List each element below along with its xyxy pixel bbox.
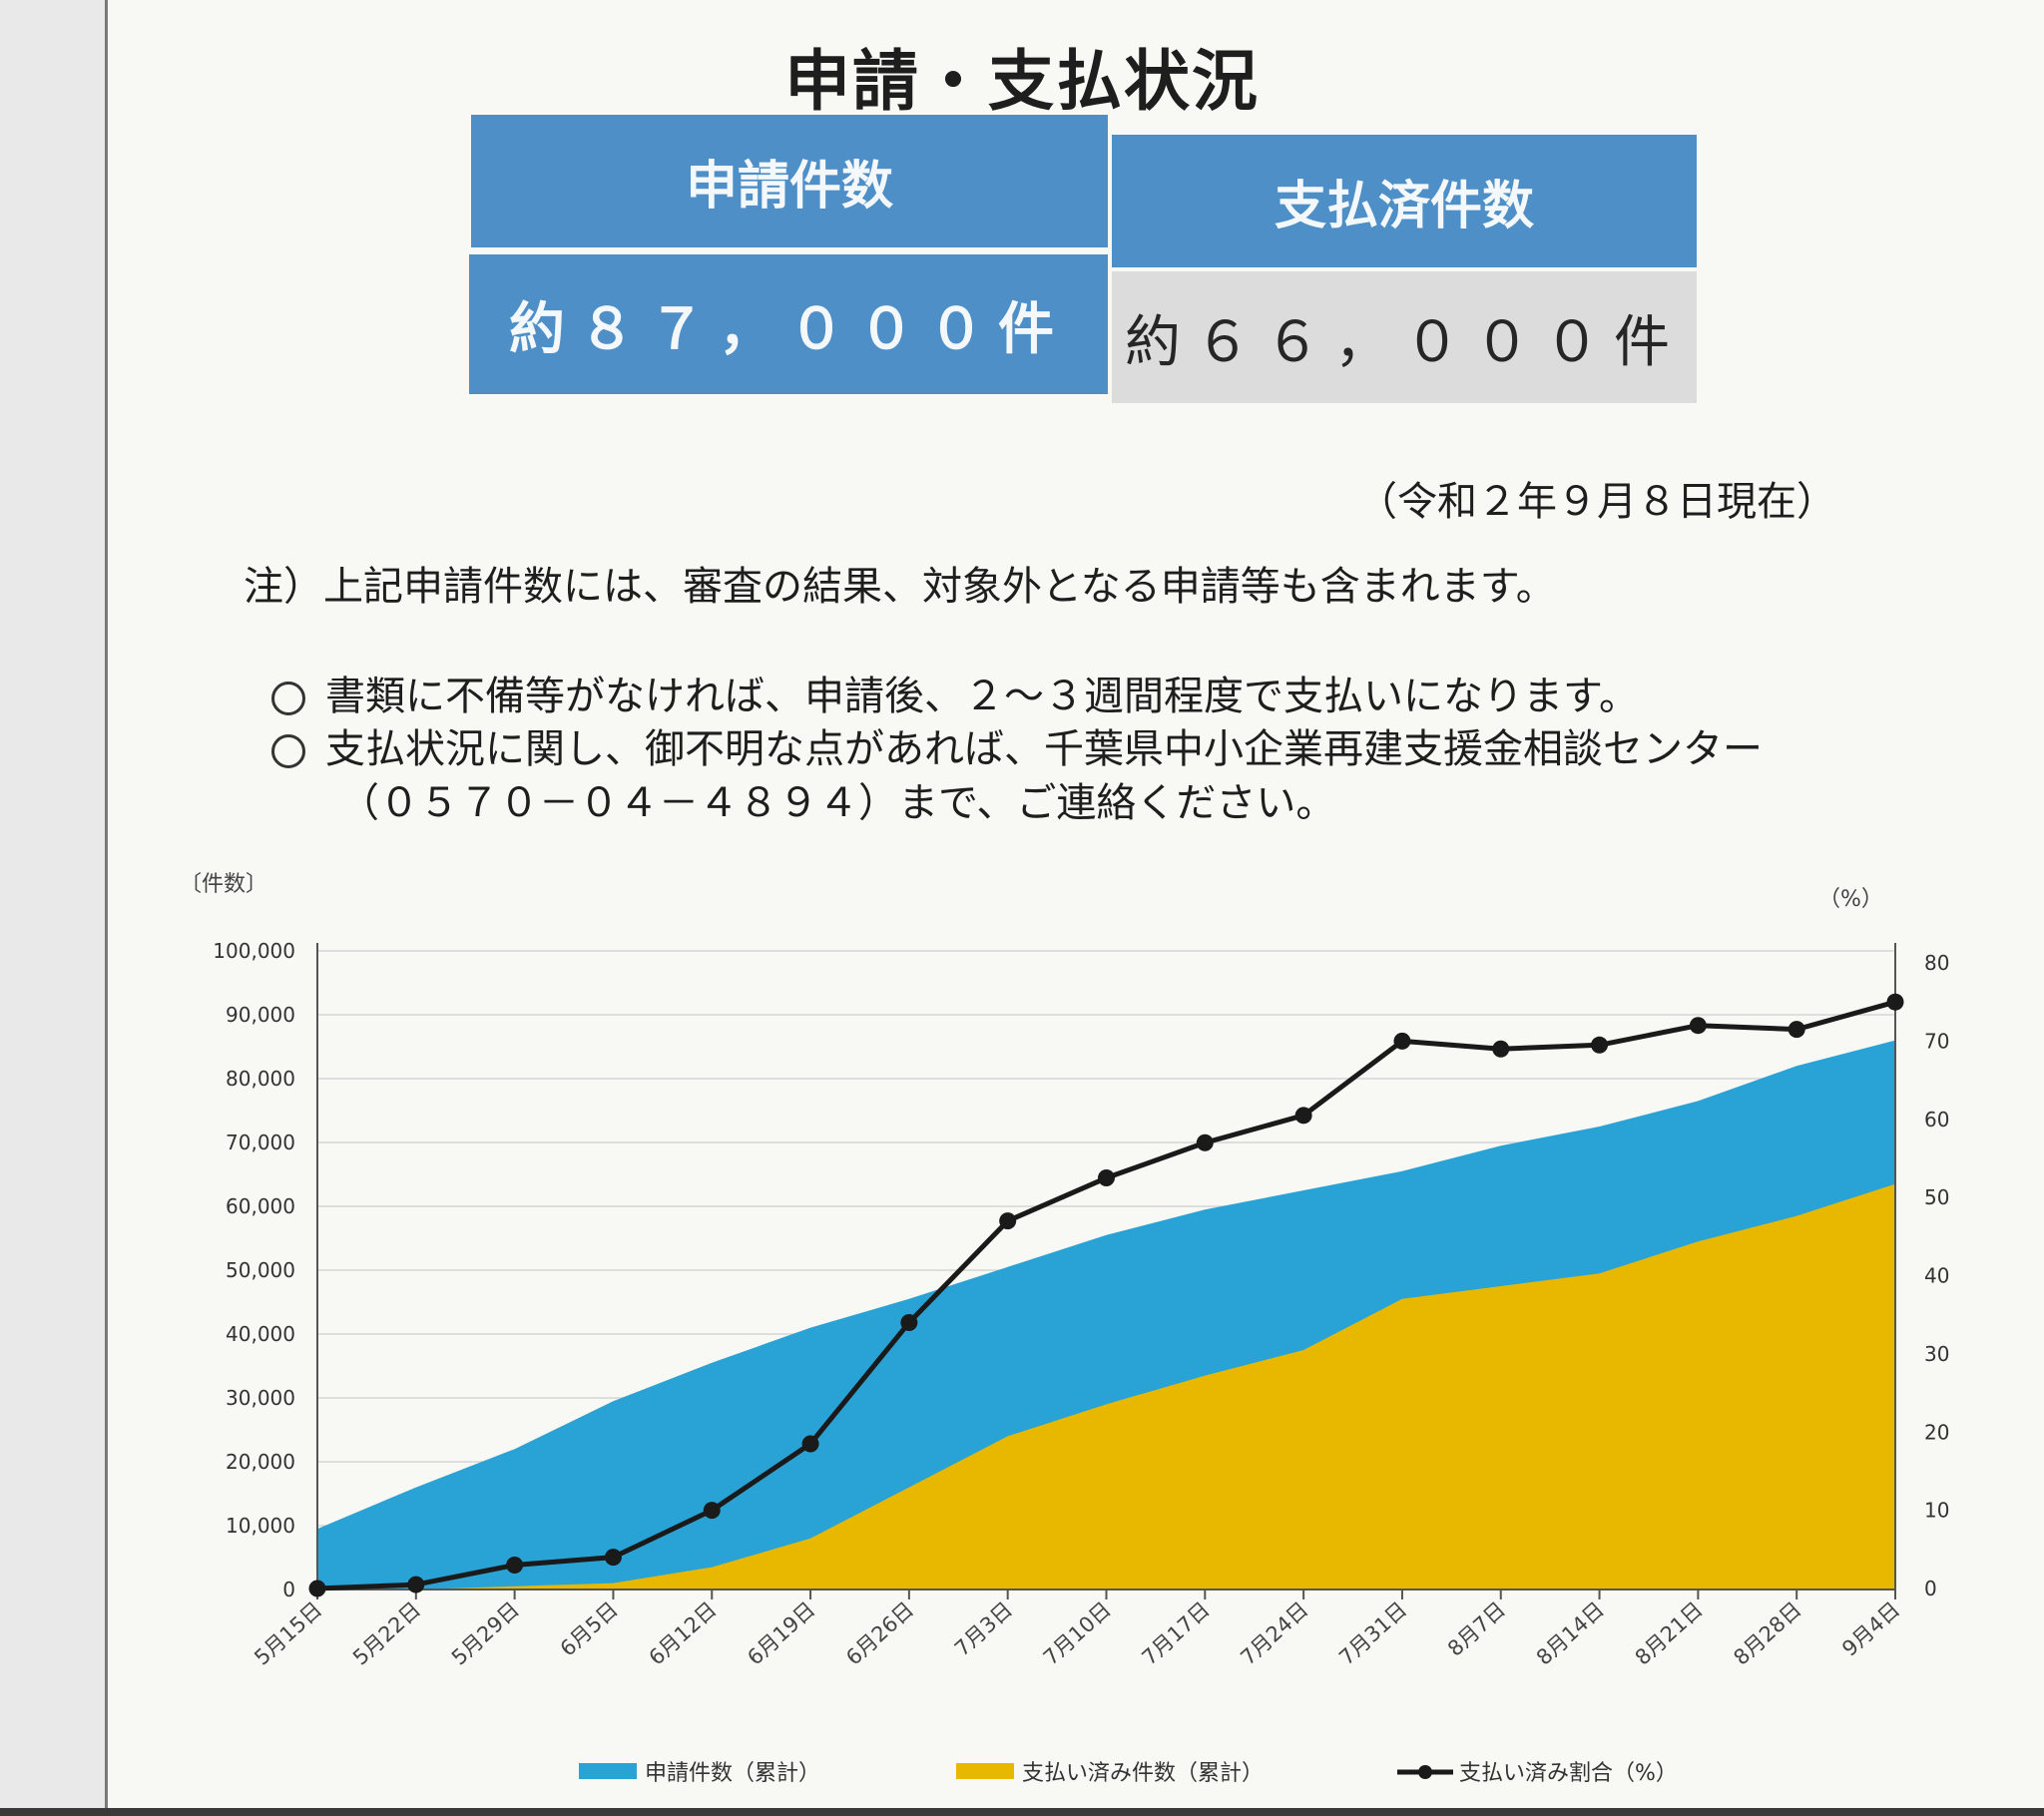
right-tick-label: 50	[1924, 1185, 1949, 1209]
legend-label-ratio: 支払い済み割合（%）	[1459, 1761, 1678, 1786]
x-tick-label: 8月14日	[1532, 1597, 1609, 1670]
left-tick-label: 70,000	[226, 1131, 295, 1154]
chart-legend: 申請件数（累計） 支払い済み件数（累計） 支払い済み割合（%）	[579, 1761, 1678, 1786]
right-tick-label: 40	[1924, 1264, 1949, 1288]
ratio-point	[1591, 1036, 1609, 1054]
circle-bullet-icon	[271, 734, 305, 768]
ratio-point	[801, 1435, 819, 1453]
ratio-point	[703, 1502, 721, 1520]
paid-area	[317, 1183, 1895, 1589]
chart-ratio-line	[308, 993, 1904, 1597]
left-tick-label: 100,000	[213, 939, 295, 963]
right-tick-label: 60	[1924, 1108, 1949, 1132]
ratio-point	[1196, 1134, 1214, 1151]
legend-swatch-applications	[579, 1763, 637, 1779]
left-tick-label: 80,000	[226, 1067, 295, 1091]
bullet-text-2: 支払状況に関し、御不明な点があれば、千葉県中小企業再建支援金相談センター	[325, 726, 1763, 772]
bullet-text-2-cont: （０５７０－０４－４８９４）まで、ご連絡ください。	[339, 780, 1336, 826]
x-tick-label: 7月31日	[1334, 1597, 1411, 1670]
ratio-point	[506, 1556, 524, 1574]
ratio-point	[1393, 1032, 1411, 1050]
chart-axes	[316, 943, 1896, 1599]
left-tick-label: 20,000	[226, 1450, 295, 1474]
ratio-point	[1492, 1040, 1510, 1058]
x-tick-label: 7月24日	[1236, 1597, 1312, 1670]
x-tick-label: 7月10日	[1039, 1597, 1116, 1670]
applications-value: 約８７，０００件	[469, 254, 1108, 394]
x-tick-label: 6月5日	[556, 1597, 623, 1661]
chart-areas	[317, 1040, 1895, 1589]
right-tick-label: 80	[1924, 951, 1949, 975]
right-tick-label: 0	[1924, 1577, 1937, 1600]
right-tick-label: 70	[1924, 1029, 1949, 1053]
left-tick-label: 30,000	[226, 1386, 295, 1410]
left-tick-label: 90,000	[226, 1003, 295, 1027]
x-tick-label: 8月28日	[1729, 1597, 1805, 1670]
x-tick-label: 5月29日	[447, 1597, 524, 1670]
left-axis-unit: 〔件数〕	[180, 872, 267, 897]
x-tick-label: 9月4日	[1837, 1597, 1904, 1661]
bullet-item-2: 支払状況に関し、御不明な点があれば、千葉県中小企業再建支援金相談センター	[271, 716, 1763, 774]
left-tick-label: 0	[282, 1578, 295, 1601]
ratio-point	[1689, 1017, 1707, 1035]
x-tick-label: 8月7日	[1443, 1597, 1510, 1661]
as-of-date: （令和２年９月８日現在）	[1357, 479, 1836, 525]
note-text: 注）上記申請件数には、審査の結果、対象外となる申請等も含まれます。	[244, 564, 1556, 610]
ratio-point	[900, 1314, 918, 1332]
x-tick-label: 6月19日	[743, 1597, 819, 1670]
left-tick-label: 50,000	[226, 1258, 295, 1282]
right-tick-label: 10	[1924, 1499, 1949, 1523]
x-tick-label: 5月22日	[348, 1597, 425, 1670]
paid-header: 支払済件数	[1112, 135, 1697, 267]
left-tick-label: 60,000	[226, 1194, 295, 1218]
x-tick-label: 6月12日	[645, 1597, 722, 1670]
bullet-item-1: 書類に不備等がなければ、申請後、２～３週間程度で支払いになります。	[271, 664, 1639, 721]
ratio-point	[308, 1580, 326, 1597]
left-tick-label: 40,000	[226, 1322, 295, 1346]
legend-label-paid: 支払い済み件数（累計）	[1022, 1761, 1264, 1786]
left-tick-label: 10,000	[226, 1514, 295, 1538]
x-tick-label: 6月26日	[841, 1597, 918, 1670]
legend-marker-ratio	[1418, 1765, 1432, 1779]
legend-label-applications: 申請件数（累計）	[645, 1761, 820, 1786]
page-title: 申請・支払状況	[784, 43, 1260, 120]
x-tick-label: 7月17日	[1138, 1597, 1215, 1670]
right-tick-label: 30	[1924, 1342, 1949, 1366]
ratio-point	[1294, 1107, 1312, 1125]
ratio-point	[1098, 1169, 1115, 1187]
applications-header: 申請件数	[471, 115, 1108, 247]
legend-swatch-paid	[956, 1763, 1014, 1779]
ratio-point	[1788, 1021, 1805, 1039]
ratio-point	[604, 1549, 622, 1567]
ratio-point	[1886, 993, 1904, 1011]
circle-bullet-icon	[271, 681, 305, 715]
ratio-point	[407, 1576, 425, 1593]
monitor-bezel	[0, 1808, 2044, 1816]
right-tick-label: 20	[1924, 1420, 1949, 1444]
paid-value: 約６６，０００件	[1112, 271, 1697, 403]
x-tick-label: 5月15日	[250, 1597, 326, 1670]
x-tick-label: 7月3日	[950, 1597, 1017, 1661]
x-tick-label: 8月21日	[1631, 1597, 1708, 1670]
bullet-text-1: 書類に不備等がなければ、申請後、２～３週間程度で支払いになります。	[325, 674, 1639, 719]
right-axis-unit: （%）	[1818, 887, 1883, 912]
ratio-point	[999, 1212, 1017, 1230]
